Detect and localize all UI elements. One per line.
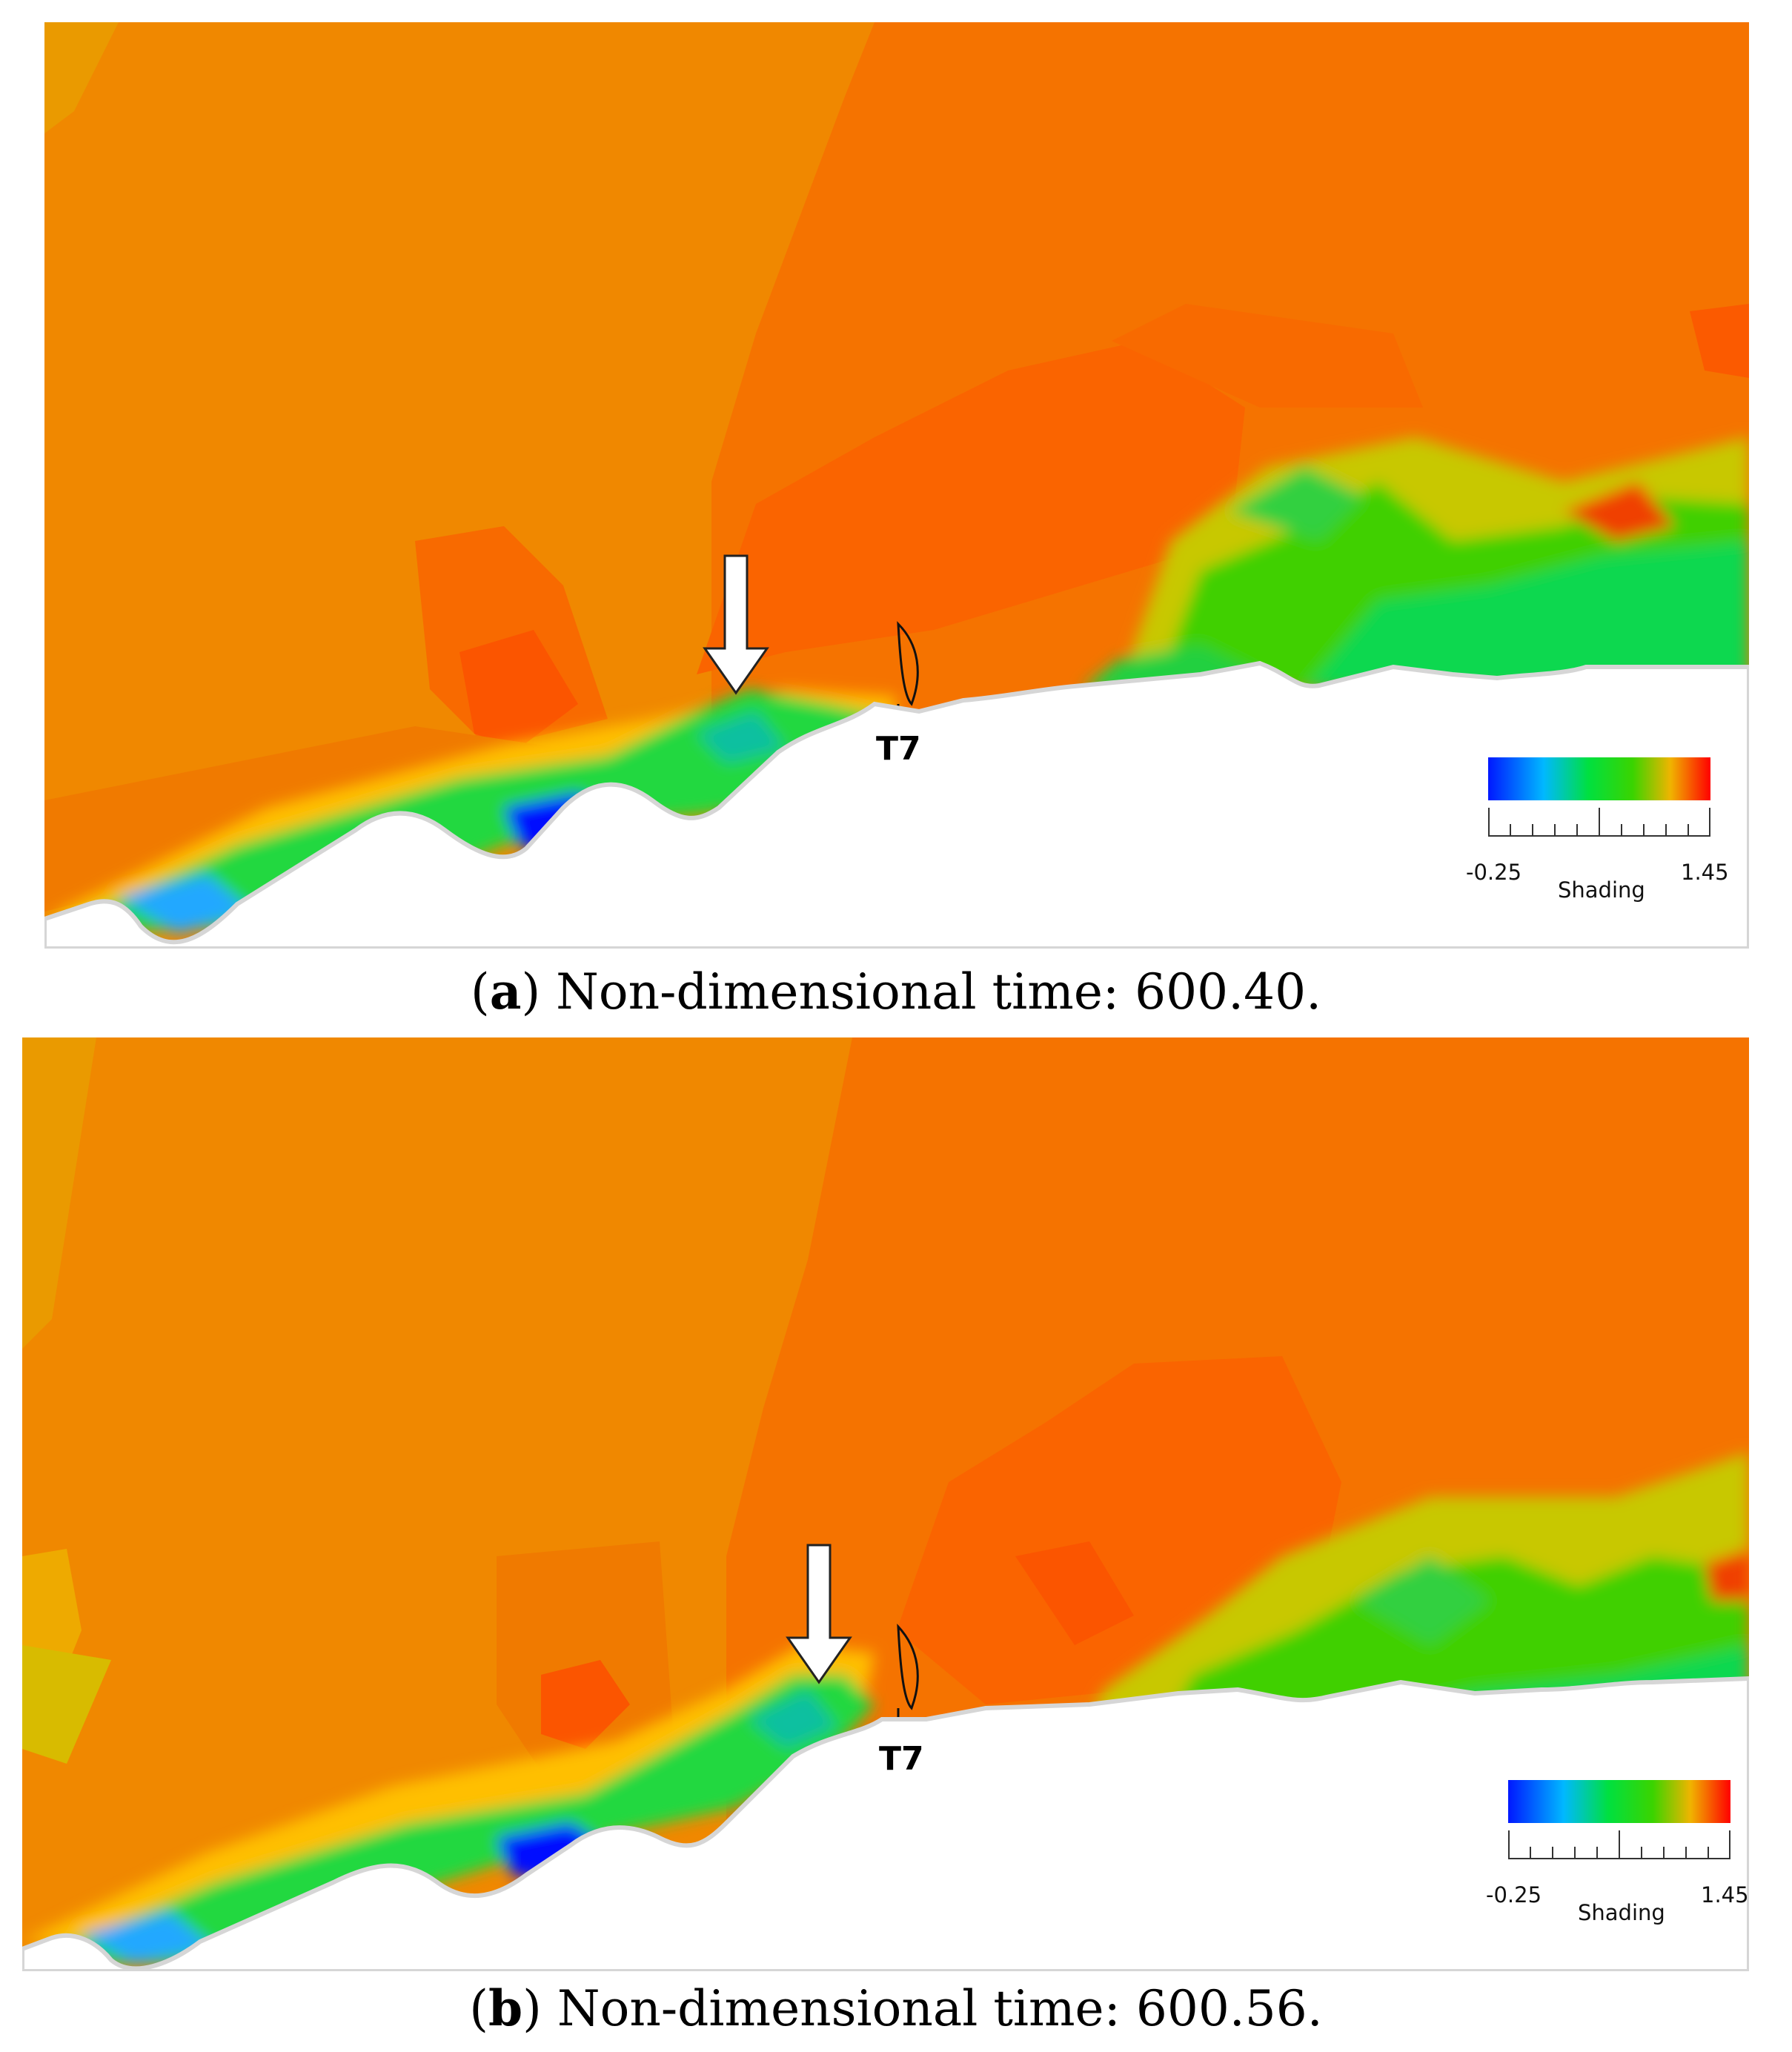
flow-field-b [22, 1037, 1749, 1971]
panel-a: T7 [44, 22, 1749, 1020]
panel-b: T7 [0, 1023, 1792, 2052]
caption-letter: a [489, 963, 522, 1020]
flow-contour-plot-b [22, 1037, 1749, 1971]
caption-b: (b) Non-dimensional time: 600.56. [469, 1979, 1323, 2037]
flow-contour-plot-a [44, 22, 1749, 949]
terrain-surface [22, 1676, 1749, 1971]
caption-letter: b [488, 1979, 523, 2037]
caption-text: Non-dimensional time: 600.40. [540, 963, 1322, 1020]
legend-min-value: -0.25 [1486, 1882, 1542, 1907]
legend-max-value: 1.45 [1681, 860, 1729, 885]
arrow-marker-icon [703, 554, 769, 695]
colorbar-gradient [1508, 1780, 1730, 1823]
terrain-surface [44, 660, 1749, 949]
legend-max-value: 1.45 [1701, 1882, 1749, 1907]
legend-title: Shading [1558, 877, 1645, 903]
legend-title: Shading [1578, 1900, 1665, 1925]
probe-label-t7: T7 [879, 1740, 924, 1778]
caption-a: (a) Non-dimensional time: 600.40. [470, 963, 1322, 1020]
colorbar-ticks [1488, 808, 1710, 837]
probe-label-t7: T7 [876, 730, 921, 768]
color-legend-a: -0.25 1.45 Shading [1466, 757, 1729, 906]
flow-field-a [44, 22, 1749, 949]
arrow-marker-icon [786, 1544, 852, 1684]
colorbar-gradient [1488, 757, 1710, 800]
color-legend-b: -0.25 1.45 Shading [1486, 1780, 1749, 1928]
legend-min-value: -0.25 [1466, 860, 1522, 885]
colorbar-ticks [1508, 1830, 1730, 1859]
caption-text: Non-dimensional time: 600.56. [541, 1980, 1323, 2037]
